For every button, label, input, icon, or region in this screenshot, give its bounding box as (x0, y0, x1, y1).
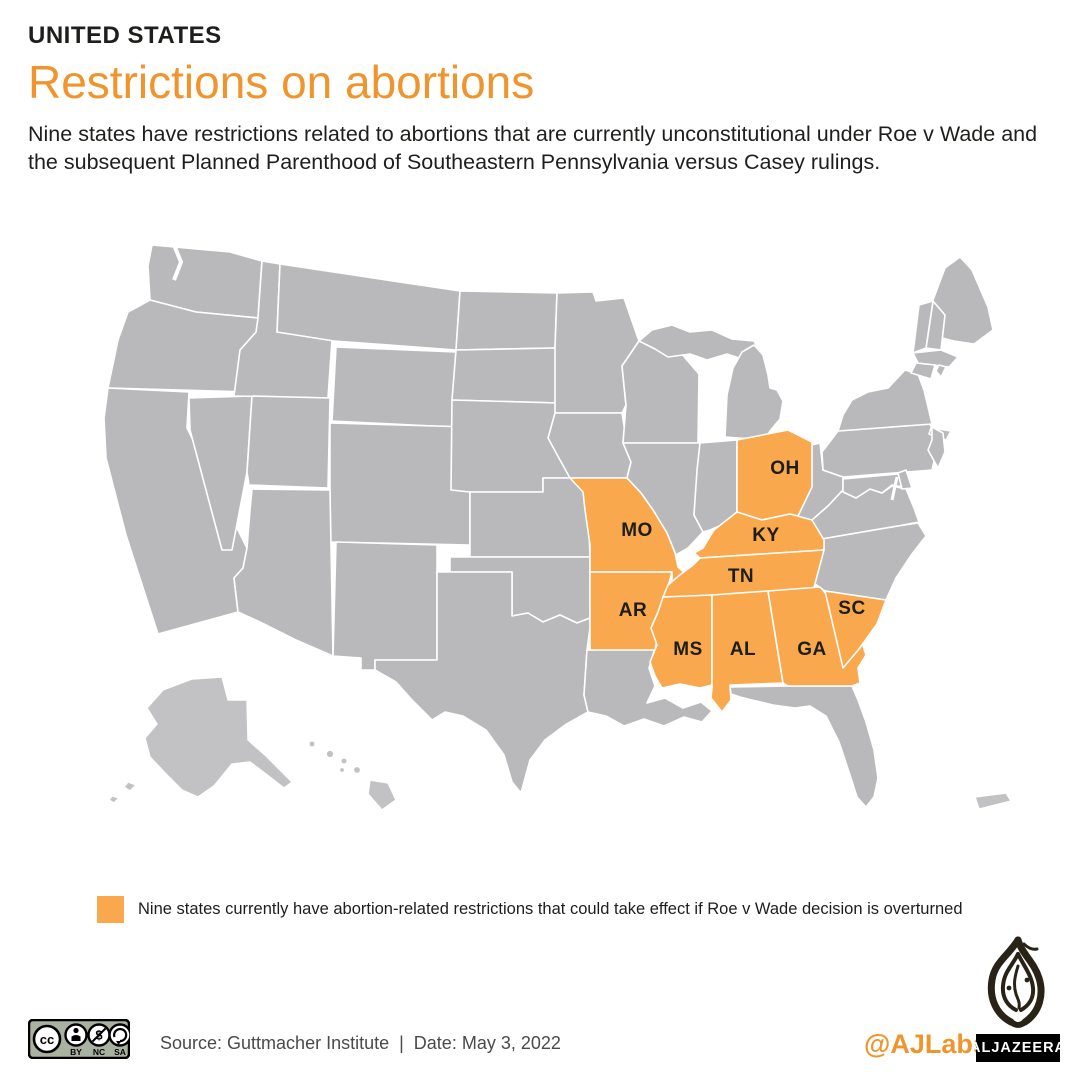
hawaii-island (308, 740, 316, 748)
by-label: BY (70, 1047, 82, 1057)
flame-right (1014, 936, 1045, 1026)
aljazeera-flame-logo (980, 936, 1056, 1037)
state-arizona (233, 488, 334, 657)
state-wyoming (331, 346, 457, 428)
cc-icon (32, 1024, 62, 1054)
state-new-mexico (332, 541, 438, 671)
state-utah (246, 395, 331, 489)
nc-label: NC (93, 1047, 105, 1057)
by-person-body (71, 1035, 81, 1041)
label-georgia: GA (797, 639, 827, 660)
sa-label: SA (114, 1047, 126, 1057)
flame-tail (1022, 942, 1039, 951)
flame-bottom (1008, 1019, 1028, 1028)
state-kentucky (693, 511, 825, 559)
alaska-island (123, 781, 137, 792)
aljazeera-wordmark-text: ALJAZEERA (970, 1040, 1067, 1056)
chesapeake-bay (890, 476, 899, 501)
date-text: Date: May 3, 2022 (413, 1033, 561, 1053)
state-maine (932, 256, 994, 345)
state-new-york (837, 369, 933, 432)
state-tennessee (662, 549, 825, 598)
label-alabama: AL (730, 639, 756, 660)
sa-arrow-head (116, 1041, 122, 1045)
separator: | (399, 1033, 404, 1053)
us-map: MO OH KY TN AR MS AL GA SC (0, 228, 1081, 860)
state-michigan (724, 344, 784, 441)
state-rhode-island (935, 364, 947, 378)
hawaii-island (352, 765, 362, 775)
flame-left (987, 936, 1022, 1026)
description: Nine states have restrictions related to… (28, 122, 1038, 175)
hawaii-island (338, 766, 346, 774)
state-labels: MO OH KY TN AR MS AL GA SC (619, 458, 865, 660)
flame-inner-right (1016, 952, 1036, 1012)
sa-arrow-arc (113, 1027, 128, 1043)
source-line: Source: Guttmacher Institute | Date: May 3… (160, 1033, 561, 1054)
flame-inner-left (1000, 952, 1020, 1012)
hawaii-island (325, 749, 335, 759)
state-south-carolina (824, 590, 887, 669)
header: UNITED STATES Restrictions on abortions … (28, 22, 1058, 176)
cc-badge-svg: cc BY $ NC SA (27, 1018, 132, 1060)
flame-dot (1006, 985, 1012, 991)
us-map-svg: MO OH KY TN AR MS AL GA SC (103, 244, 1012, 811)
state-wisconsin (621, 340, 700, 444)
state-new-jersey (927, 426, 946, 469)
page-title: Restrictions on abortions (28, 56, 535, 108)
label-south-carolina: SC (838, 598, 865, 619)
state-alaska (144, 676, 293, 798)
nc-slash (91, 1027, 107, 1043)
state-delaware (897, 469, 913, 490)
state-connecticut (910, 362, 936, 380)
creative-commons-badge: cc BY $ NC SA (27, 1018, 132, 1064)
inset-states (108, 676, 1012, 811)
hawaii-big-island (367, 779, 397, 811)
puerto-rico (974, 792, 1012, 810)
state-texas (374, 571, 591, 794)
state-florida (729, 685, 879, 808)
by-person-head (73, 1027, 79, 1034)
label-mississippi: MS (673, 639, 703, 660)
state-massachusetts (912, 349, 959, 368)
legend: Nine states currently have abortion-rela… (97, 896, 963, 923)
state-pennsylvania (821, 423, 939, 478)
label-ohio: OH (770, 458, 800, 479)
flame-dot (1024, 977, 1030, 983)
legend-swatch (97, 896, 124, 923)
state-south-dakota (451, 347, 562, 404)
kicker: UNITED STATES (28, 22, 222, 49)
flame-script (1013, 964, 1021, 1010)
puget-sound (172, 244, 184, 281)
flame-strokes (987, 936, 1045, 1028)
state-louisiana (583, 647, 713, 727)
state-oregon (107, 299, 259, 393)
water-details (172, 244, 899, 501)
legend-text: Nine states currently have abortion-rela… (138, 900, 963, 918)
source-text: Source: Guttmacher Institute (160, 1033, 390, 1053)
aljazeera-flame-svg (987, 936, 1045, 1028)
highlighted-states (569, 429, 887, 713)
alaska-island (108, 795, 120, 804)
hawaii-island (340, 757, 348, 765)
label-arkansas: AR (619, 600, 647, 621)
gray-states (103, 244, 994, 808)
aljazeera-wordmark: ALJAZEERA (970, 1034, 1065, 1062)
label-kentucky: KY (752, 525, 779, 546)
ajlabs-credit: @AJLabs (864, 1029, 988, 1059)
label-missouri: MO (621, 520, 653, 541)
label-tennessee: TN (728, 566, 754, 587)
state-vermont (912, 300, 934, 354)
cc-icon-text: cc (40, 1032, 54, 1047)
state-colorado (329, 422, 471, 546)
state-montana (276, 263, 461, 351)
state-north-dakota (455, 290, 558, 351)
